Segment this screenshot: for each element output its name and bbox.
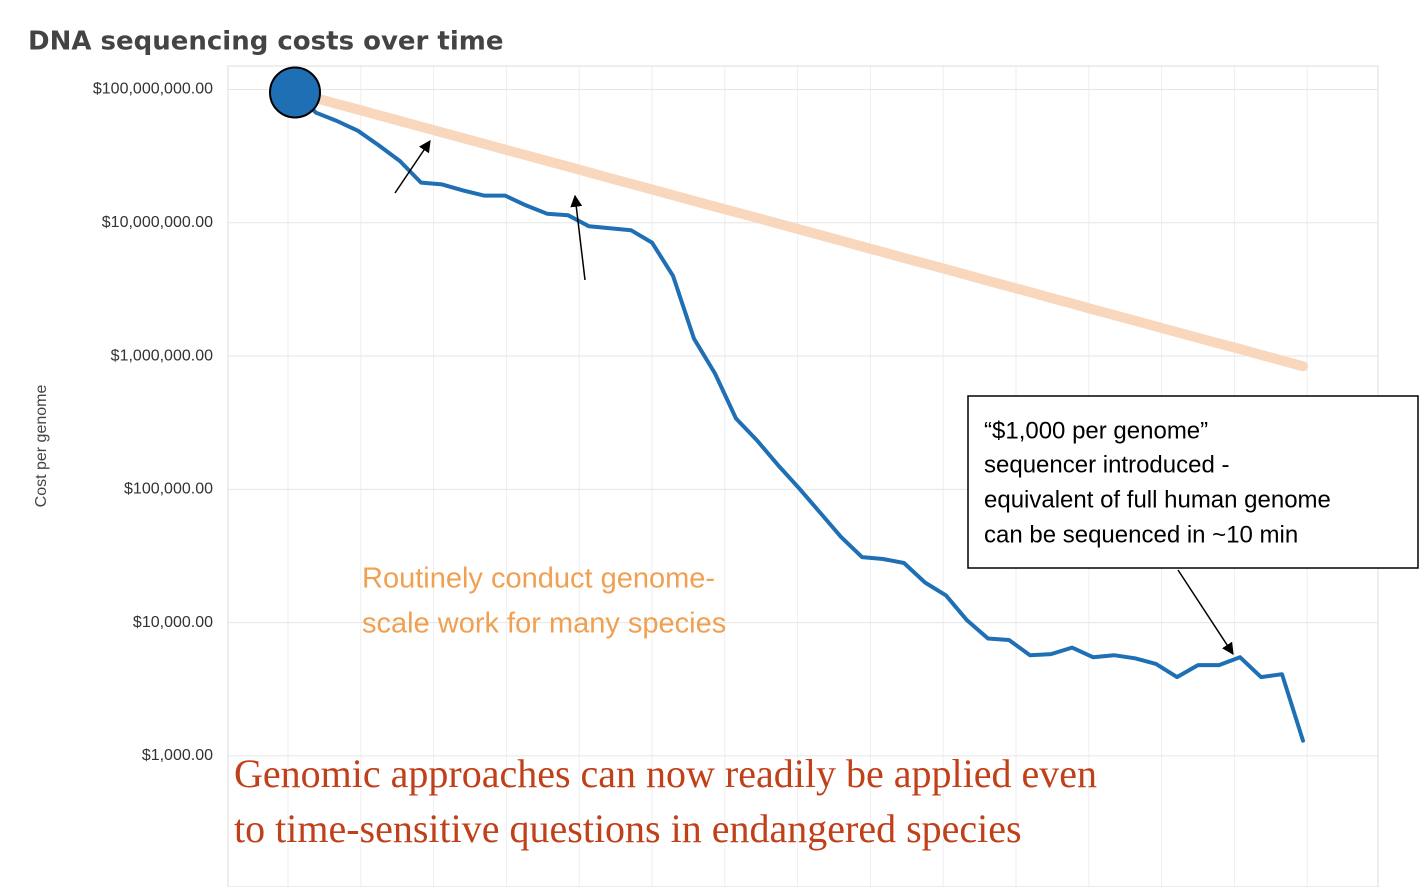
series-line (293, 90, 1305, 743)
conclusion-text: Genomic approaches can now readily be ap… (234, 751, 1097, 851)
annotation-line: equivalent of full human genome (984, 486, 1331, 513)
orange-annotation: Routinely conduct genome- scale work for… (362, 563, 726, 640)
series-line (290, 87, 1308, 372)
annotation-line: scale work for many species (362, 608, 726, 640)
annotation-box-text: “$1,000 per genome” sequencer introduced… (984, 417, 1331, 548)
arrow (570, 194, 586, 281)
chart-title: DNA sequencing costs over time (28, 27, 503, 57)
marks (269, 66, 1308, 743)
annotation-line: sequencer introduced - (984, 451, 1229, 478)
arrow (1177, 569, 1234, 656)
y-tick-label: $10,000.00 (133, 614, 213, 631)
start-point (269, 66, 321, 119)
annotation-line: to time-sensitive questions in endangere… (234, 806, 1022, 851)
annotation-line: Genomic approaches can now readily be ap… (234, 751, 1097, 796)
arrow (394, 140, 431, 194)
annotation-line: “$1,000 per genome” (984, 417, 1208, 444)
y-axis-label: Cost per genome (33, 385, 50, 508)
y-tick-label: $1,000.00 (142, 747, 213, 764)
annotation-box (967, 395, 1419, 569)
annotation-line: can be sequenced in ~10 min (984, 521, 1298, 548)
y-tick-label: $100,000.00 (124, 481, 213, 498)
y-tick-label: $1,000,000.00 (111, 347, 213, 364)
y-tick-label: $10,000,000.00 (102, 214, 213, 231)
y-tick-label: $100,000,000.00 (93, 81, 213, 98)
annotation-line: Routinely conduct genome- (362, 563, 715, 595)
